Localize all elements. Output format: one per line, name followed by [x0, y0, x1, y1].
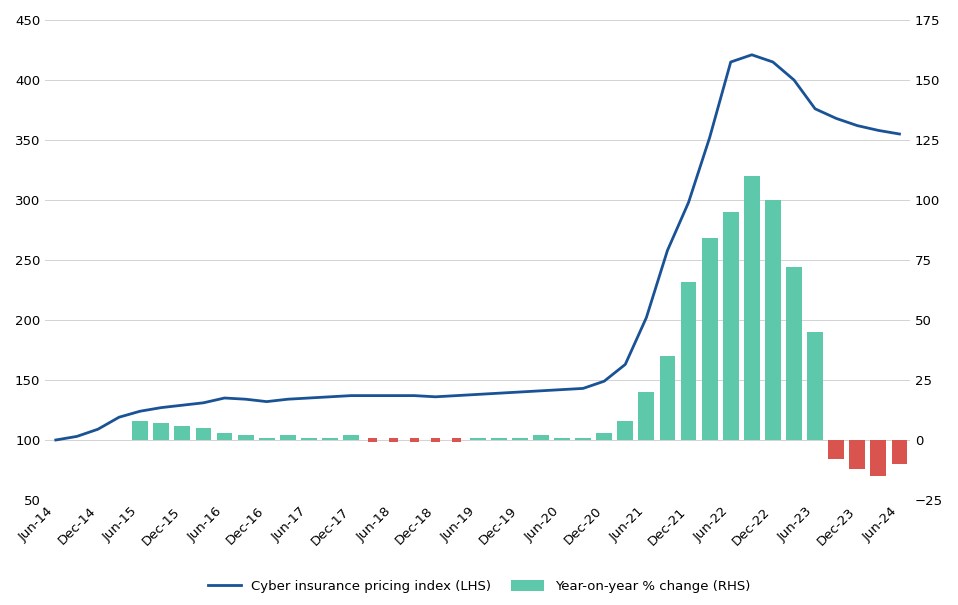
Bar [490, 437, 507, 440]
Bar [808, 332, 823, 440]
Bar [410, 438, 419, 442]
Bar [153, 424, 170, 440]
Bar [533, 435, 549, 440]
Bar [787, 267, 802, 440]
Bar [238, 435, 254, 440]
Bar [575, 437, 591, 440]
Bar [343, 435, 359, 440]
Bar [744, 176, 760, 440]
Bar [871, 440, 886, 476]
Bar [389, 438, 398, 442]
Bar [765, 200, 781, 440]
Bar [850, 440, 865, 469]
Bar [132, 421, 148, 440]
Bar [659, 356, 675, 440]
Bar [174, 425, 191, 440]
Bar [195, 428, 212, 440]
Bar [554, 437, 570, 440]
Bar [217, 433, 233, 440]
Bar [596, 433, 612, 440]
Bar [829, 440, 844, 459]
Bar [638, 392, 654, 440]
Bar [723, 212, 739, 440]
Bar [617, 421, 633, 440]
Bar [368, 438, 376, 442]
Bar [431, 438, 440, 442]
Bar [322, 437, 338, 440]
Bar [680, 281, 696, 440]
Bar [892, 440, 907, 464]
Legend: Cyber insurance pricing index (LHS), Year-on-year % change (RHS): Cyber insurance pricing index (LHS), Yea… [202, 575, 756, 598]
Bar [280, 435, 296, 440]
Bar [701, 238, 718, 440]
Bar [512, 437, 528, 440]
Bar [469, 437, 486, 440]
Bar [452, 438, 461, 442]
Bar [259, 437, 275, 440]
Bar [301, 437, 317, 440]
